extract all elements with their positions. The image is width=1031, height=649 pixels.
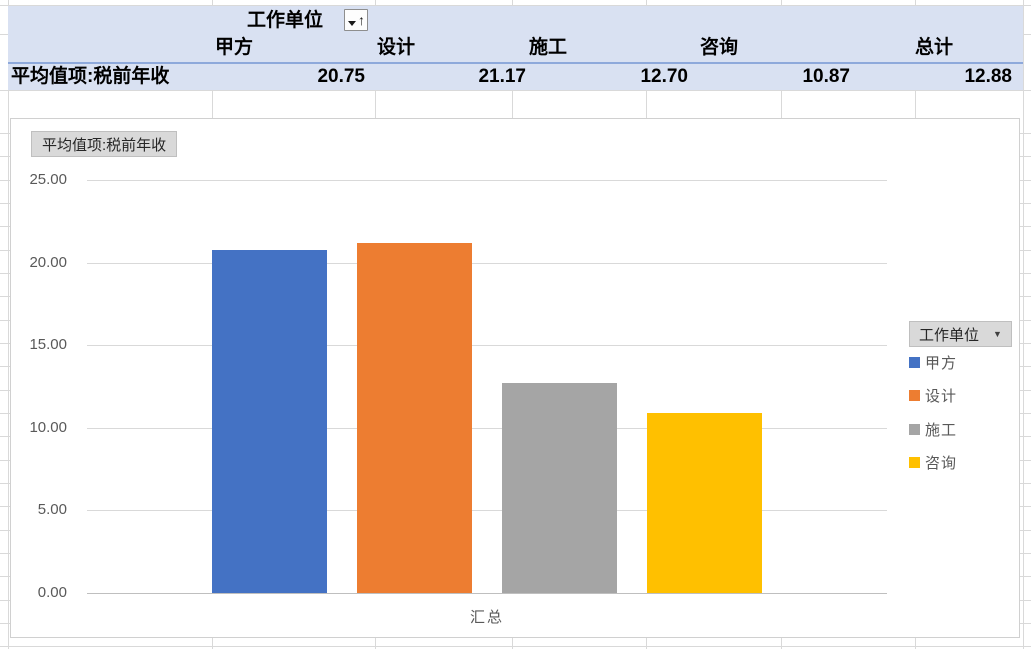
pivot-field-header-cell[interactable]: 工作单位 [247,10,324,31]
pivot-chart: 平均值项:税前年收 0.00 5.00 10.00 15.00 20.00 25.00 汇… [10,118,1020,638]
legend-swatch-icon [909,356,920,368]
y-axis-tick-label: 10.00 [29,419,67,436]
legend-item-1: 设计 [909,385,957,405]
chart-gridline [87,428,887,429]
y-axis-tick-label: 20.00 [29,254,67,271]
sheet-row-gridline [0,90,1031,91]
legend-swatch-icon [909,423,920,435]
sheet-column-gridline [1023,0,1024,649]
pivot-column-header-2[interactable]: 施工 [529,37,568,58]
plot-area [87,180,887,594]
x-axis-line [87,593,887,594]
sheet-row-gridline [0,646,1031,647]
y-axis-tick-label: 15.00 [29,336,67,353]
pivot-value-4[interactable]: 12.88 [964,66,1012,87]
chart-gridline [87,180,887,181]
sheet-column-gridline [8,0,9,649]
legend-item-0: 甲方 [909,352,957,372]
dropdown-arrow-icon: ▼ [993,329,1002,339]
pivot-sort-filter-button[interactable]: ↑ [344,9,368,31]
legend-field-button-label: 工作单位 [919,326,980,344]
chart-bar-series-2[interactable] [502,383,617,593]
filter-dropdown-triangle-icon [348,21,356,26]
legend-item-3: 咨询 [909,452,957,472]
legend-field-button[interactable]: 工作单位 ▼ [909,321,1012,347]
value-field-button-label: 平均值项:税前年收 [42,136,167,154]
pivot-value-3[interactable]: 10.87 [802,66,850,87]
legend-item-label: 设计 [925,387,958,405]
value-field-button[interactable]: 平均值项:税前年收 [31,131,178,157]
chart-gridline [87,510,887,511]
legend-item-label: 施工 [925,421,958,439]
y-axis-tick-label: 0.00 [37,584,67,601]
pivot-table: 工作单位 ↑ 甲方 设计 施工 咨询 总计 平均值项:税前年收 20.75 21… [0,0,1031,92]
legend-swatch-icon [909,456,920,468]
pivot-value-0[interactable]: 20.75 [317,66,365,87]
pivot-column-header-4[interactable]: 总计 [915,37,954,58]
pivot-column-header-3[interactable]: 咨询 [700,37,739,58]
sheet-row-gridline [0,5,1031,6]
pivot-value-2[interactable]: 12.70 [640,66,688,87]
pivot-value-1[interactable]: 21.17 [478,66,526,87]
y-axis-tick-label: 5.00 [37,501,67,518]
pivot-divider-line [8,62,1023,64]
legend-item-label: 咨询 [925,454,958,472]
pivot-header-band [8,6,1023,62]
pivot-column-header-1[interactable]: 设计 [377,37,416,58]
y-axis-tick-label: 25.00 [29,171,67,188]
sort-ascending-arrow-icon: ↑ [358,12,365,28]
chart-gridline [87,345,887,346]
pivot-values-band [8,64,1023,90]
chart-gridline [87,263,887,264]
x-axis-category-label: 汇总 [469,609,504,626]
legend-item-2: 施工 [909,419,957,439]
legend-item-label: 甲方 [925,354,958,372]
chart-bar-series-0[interactable] [212,250,327,593]
chart-bar-series-1[interactable] [357,243,472,593]
chart-bar-series-3[interactable] [647,413,762,593]
pivot-column-header-0[interactable]: 甲方 [215,37,254,58]
legend-swatch-icon [909,389,920,401]
pivot-row-label[interactable]: 平均值项:税前年收 [11,66,170,87]
